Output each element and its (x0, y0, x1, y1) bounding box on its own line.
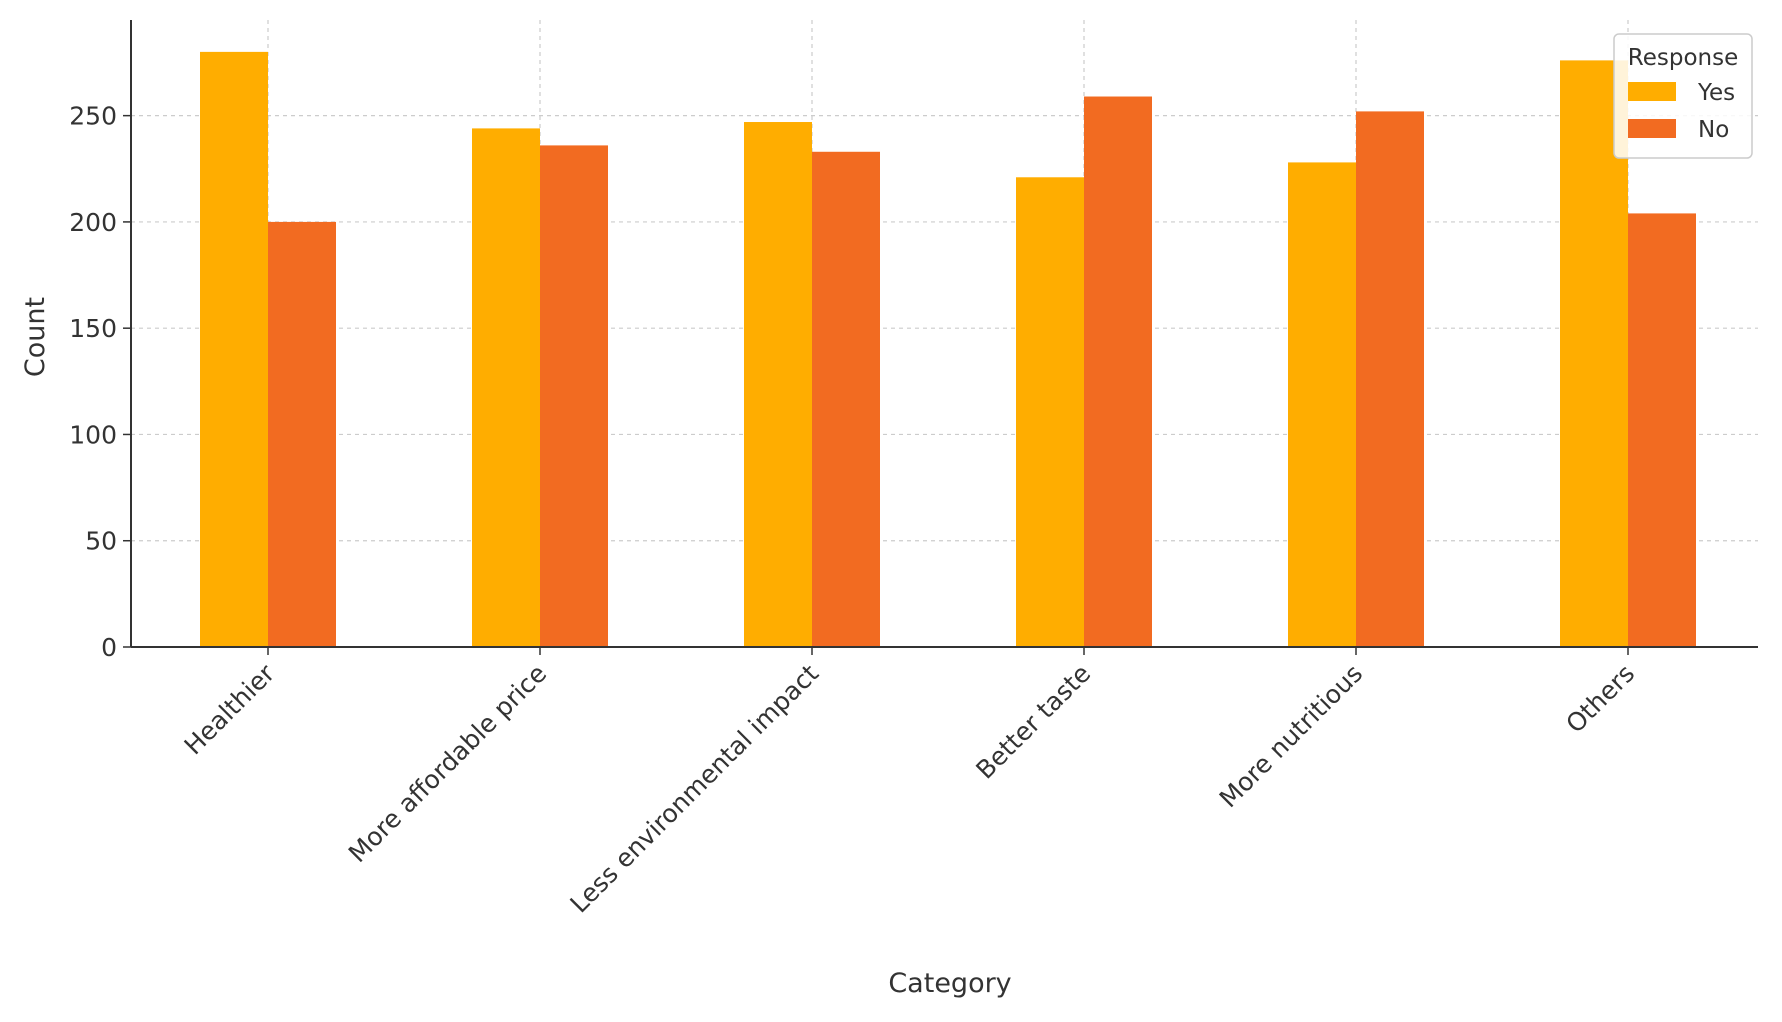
x-tick-label: Better taste (970, 659, 1096, 785)
bar-no-5 (1356, 111, 1424, 648)
y-tick-label: 250 (69, 102, 117, 131)
axes (123, 20, 1758, 655)
legend-swatch-no (1628, 119, 1676, 138)
legend-title: Response (1628, 45, 1738, 71)
x-tick-label: More affordable price (343, 659, 552, 868)
x-tick-label: Healthier (179, 658, 281, 760)
y-tick-label: 50 (85, 527, 117, 556)
x-tick-label: More nutritious (1214, 659, 1369, 814)
y-tick-label: 200 (69, 208, 117, 237)
legend: Response Yes No (1613, 33, 1753, 159)
x-axis-label: Category (888, 968, 1011, 999)
bar-no-6 (1628, 213, 1696, 647)
bar-no-2 (540, 145, 608, 647)
bar-no-1 (268, 221, 336, 647)
legend-label-no: No (1698, 117, 1729, 143)
legend-label-yes: Yes (1697, 80, 1735, 106)
bar-yes-3 (744, 122, 812, 648)
bar-yes-5 (1288, 162, 1356, 648)
y-tick-labels: 0 50 100 150 200 250 (69, 102, 117, 662)
y-tick-label: 150 (69, 314, 117, 343)
bar-yes-4 (1016, 177, 1084, 647)
bar-yes-2 (472, 128, 540, 647)
legend-swatch-yes (1628, 82, 1676, 101)
y-tick-label: 0 (101, 633, 117, 662)
y-tick-label: 100 (69, 420, 117, 449)
bar-yes-1 (200, 51, 268, 648)
bar-no-4 (1084, 96, 1152, 647)
y-axis-label: Count (20, 297, 51, 377)
x-tick-label: Less environmental impact (564, 659, 824, 919)
x-tick-label: Others (1560, 659, 1640, 739)
x-tick-labels: Healthier More affordable price Less envir… (179, 658, 1641, 918)
bars (200, 51, 1696, 648)
grid-lines (131, 20, 1758, 647)
bar-no-3 (812, 151, 880, 647)
